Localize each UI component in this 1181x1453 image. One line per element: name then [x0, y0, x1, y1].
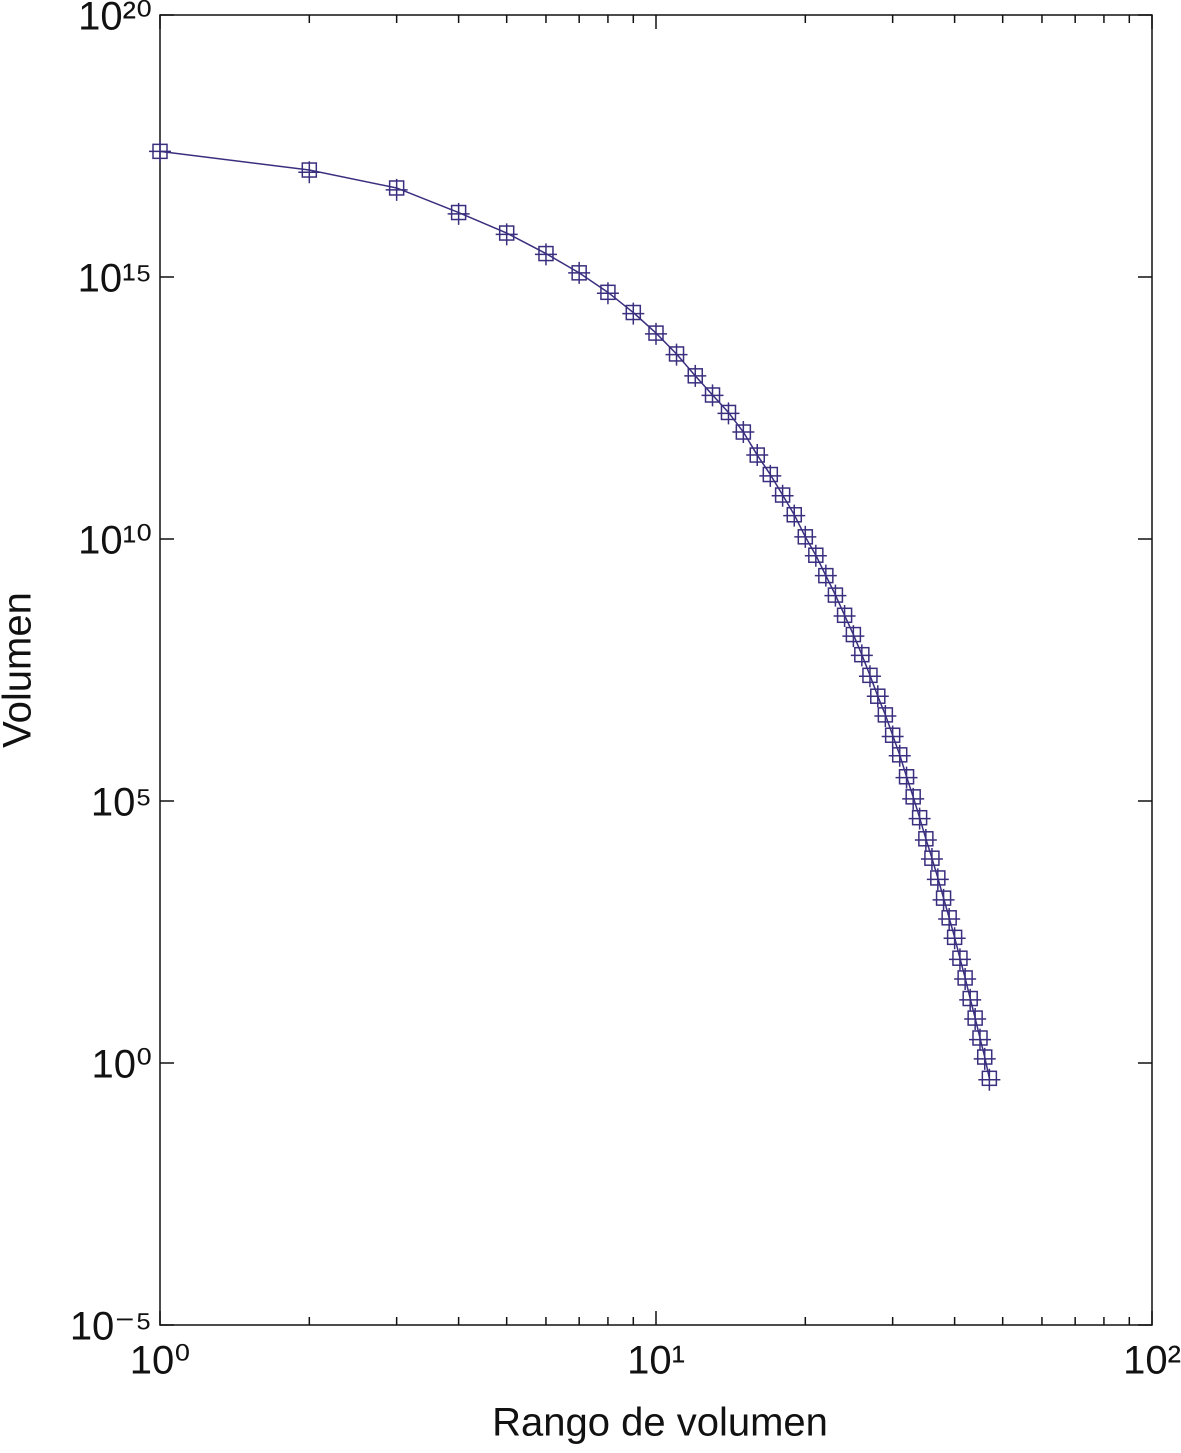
plus-marker	[948, 948, 971, 971]
plus-marker	[932, 888, 955, 911]
plot-frame	[159, 14, 1153, 1326]
plus-marker	[684, 364, 707, 387]
plus-marker	[814, 564, 837, 587]
x-tick-label: 10⁰	[130, 1339, 191, 1383]
plus-marker	[645, 322, 667, 345]
plus-marker	[568, 261, 591, 284]
plus-marker	[717, 402, 740, 425]
y-tick-label: 10⁰	[91, 1043, 152, 1087]
plus-marker	[968, 1028, 991, 1051]
plus-marker	[888, 744, 911, 767]
series-line	[159, 150, 991, 1079]
y-tick-label: 10⁵	[91, 781, 152, 825]
plus-marker	[938, 907, 961, 930]
plus-marker	[701, 384, 724, 407]
y-tick-label: 10¹⁰	[78, 519, 152, 563]
plus-marker	[908, 807, 931, 830]
y-tick-label: 10²⁰	[78, 0, 152, 39]
plus-marker	[759, 464, 782, 487]
plus-marker	[866, 685, 889, 708]
plus-marker	[895, 766, 918, 789]
y-tick-label: 10⁻⁵	[70, 1305, 152, 1349]
plus-marker	[732, 421, 755, 444]
plus-marker	[842, 625, 865, 648]
plus-marker	[665, 343, 688, 366]
plus-marker	[964, 1008, 987, 1031]
plus-marker	[914, 829, 937, 852]
plus-marker	[824, 584, 847, 607]
plus-marker	[954, 968, 977, 991]
plus-marker	[622, 302, 645, 325]
plus-marker	[783, 504, 806, 527]
plus-marker	[978, 1068, 1001, 1091]
plus-marker	[902, 787, 925, 810]
plus-marker	[920, 848, 943, 871]
plus-marker	[804, 544, 827, 567]
plus-marker	[881, 725, 904, 748]
plus-marker	[926, 868, 949, 891]
x-axis-label: Rango de volumen	[492, 1401, 828, 1445]
plus-marker	[973, 1047, 996, 1070]
plus-marker	[746, 444, 769, 467]
plus-marker	[874, 704, 897, 727]
x-tick-label: 10²	[1123, 1339, 1181, 1383]
y-tick-label: 10¹⁵	[78, 257, 152, 301]
plus-marker	[833, 604, 856, 627]
plus-marker	[858, 665, 881, 688]
y-axis-label: Volumen	[0, 592, 40, 748]
plus-marker	[596, 282, 619, 305]
plus-marker	[771, 484, 794, 507]
plus-marker	[385, 178, 408, 201]
plus-marker	[447, 202, 470, 225]
plus-marker	[534, 243, 557, 266]
plus-marker	[959, 988, 982, 1011]
plus-marker	[850, 644, 873, 667]
plus-marker	[495, 223, 518, 246]
plus-marker	[943, 927, 966, 950]
plus-marker	[298, 161, 321, 184]
plus-marker	[149, 140, 171, 163]
plus-marker	[794, 525, 817, 548]
x-tick-label: 10¹	[627, 1339, 685, 1383]
